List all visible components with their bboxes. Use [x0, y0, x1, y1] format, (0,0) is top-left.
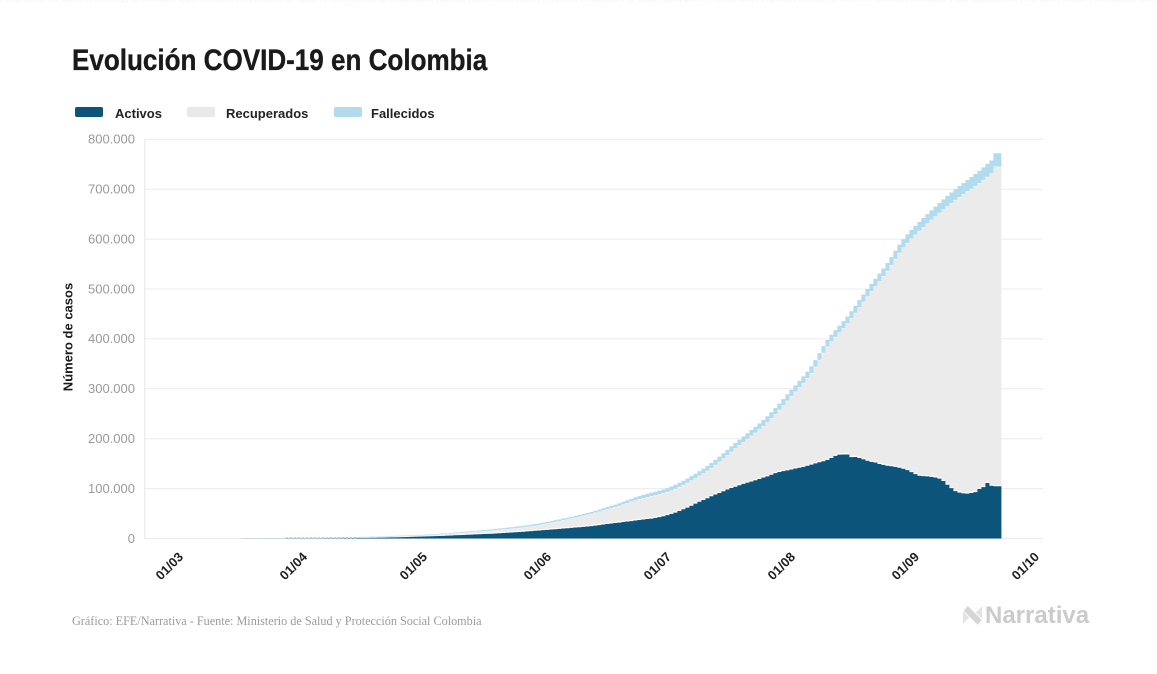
svg-text:700.000: 700.000	[88, 182, 135, 197]
svg-text:200.000: 200.000	[88, 431, 135, 446]
svg-text:01/08: 01/08	[765, 549, 799, 583]
svg-text:01/04: 01/04	[277, 549, 311, 583]
svg-text:600.000: 600.000	[88, 231, 135, 246]
svg-text:100.000: 100.000	[88, 481, 135, 496]
svg-text:01/10: 01/10	[1009, 549, 1043, 583]
svg-text:0: 0	[128, 531, 135, 546]
svg-text:500.000: 500.000	[88, 281, 135, 296]
svg-text:400.000: 400.000	[88, 331, 135, 346]
svg-text:01/07: 01/07	[641, 549, 675, 583]
svg-text:300.000: 300.000	[88, 381, 135, 396]
svg-text:800.000: 800.000	[88, 132, 135, 147]
svg-text:01/05: 01/05	[397, 549, 431, 583]
svg-text:01/06: 01/06	[521, 549, 555, 583]
svg-text:01/09: 01/09	[889, 549, 923, 583]
svg-text:Número de casos: Número de casos	[61, 283, 76, 391]
svg-text:01/03: 01/03	[153, 549, 187, 583]
